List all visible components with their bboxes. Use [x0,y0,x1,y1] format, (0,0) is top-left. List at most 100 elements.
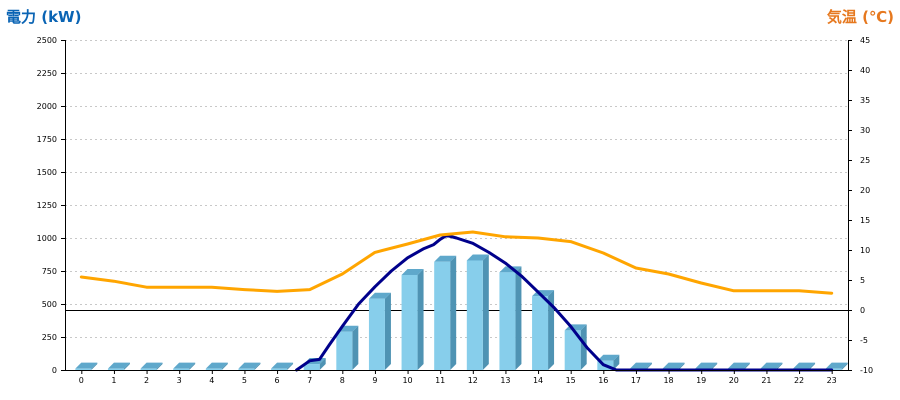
x-tick-label: 13 [500,376,510,385]
x-tick-label: 2 [144,376,149,385]
x-tick-label: 3 [177,376,182,385]
right-tick-label: 30 [860,126,870,135]
left-tick-label: 1250 [37,201,57,210]
bar-top [629,362,652,369]
right-tick-label: 25 [860,156,870,165]
temperature-line [79,230,834,295]
bar [368,292,391,370]
bar-top [271,362,294,369]
x-tick-label: 14 [533,376,543,385]
bar [401,268,424,370]
bar-top [793,362,816,369]
bar-front [564,330,581,370]
bar-front [173,368,190,370]
bar [434,255,457,370]
bar-front [401,274,418,370]
bar-front [434,261,451,370]
left-tick-label: 2250 [37,69,57,78]
x-tick-label: 16 [598,376,608,385]
right-tick-label: 40 [860,66,870,75]
x-tick-label: 5 [242,376,247,385]
bar [238,362,261,370]
line-layer [79,230,834,372]
right-tick-label: 5 [860,276,865,285]
left-tick-label: 1500 [37,168,57,177]
bar [205,362,228,370]
bar-top [760,362,783,369]
bar-top [825,362,848,369]
bar-side [809,362,816,370]
bar-top [597,354,620,361]
bar-top [107,362,130,369]
bar-side [450,255,457,370]
bar [532,290,555,370]
bar [466,254,489,370]
bar-front [271,368,288,370]
bar-side [841,362,848,370]
left-tick-label: 1000 [37,234,57,243]
left-tick-label: 2000 [37,102,57,111]
bar-side [678,362,685,370]
right-tick-label: 45 [860,36,870,45]
right-tick-label: 10 [860,246,870,255]
x-tick-label: 7 [307,376,312,385]
bar-side [352,325,359,370]
x-tick-label: 12 [468,376,478,385]
bar-front [140,368,157,370]
bar-side [580,324,587,370]
x-tick-label: 6 [275,376,280,385]
bar [173,362,196,370]
bar-top [173,362,196,369]
bar-side [319,358,326,370]
left-axis-title: 電力 (kW) [6,8,82,26]
bar-side [384,292,391,370]
bar [140,362,163,370]
bar-side [287,362,294,370]
bar-front [336,331,353,370]
bar-side [515,266,522,370]
bar-front [466,260,483,370]
bar-side [482,254,489,370]
bar-front [499,272,516,370]
bar-front [238,368,255,370]
bar-side [91,362,98,370]
x-tick-label: 0 [79,376,84,385]
left-tick-label: 1750 [37,135,57,144]
bar-side [221,362,228,370]
bar [499,266,522,370]
bar-top [140,362,163,369]
x-tick-label: 19 [696,376,706,385]
bar-front [303,364,320,370]
bar-side [254,362,261,370]
bar-side [776,362,783,370]
right-tick-label: -5 [860,336,868,345]
left-tick-label: 2500 [37,36,57,45]
bar-front [368,298,385,370]
bar-side [189,362,196,370]
bar-side [417,268,424,370]
bar-side [123,362,130,370]
left-tick-label: 750 [42,267,57,276]
bar [271,362,294,370]
bar-front [532,296,549,370]
x-tick-label: 4 [209,376,214,385]
x-tick-label: 9 [372,376,377,385]
bar-layer [75,254,848,370]
right-tick-label: 20 [860,186,870,195]
bar-front [107,368,124,370]
x-tick-label: 18 [663,376,673,385]
left-tick-label: 250 [42,333,57,342]
bar-top [695,362,718,369]
bar-top [662,362,685,369]
bar-top [368,292,391,299]
bar-top [434,255,457,262]
bar-side [645,362,652,370]
right-axis-title: 気温 (℃) [826,8,894,26]
right-tick-label: 35 [860,96,870,105]
right-tick-label: 0 [860,306,865,315]
bar [75,362,98,370]
grid-layer [65,40,848,338]
bar-top [238,362,261,369]
bar [107,362,130,370]
